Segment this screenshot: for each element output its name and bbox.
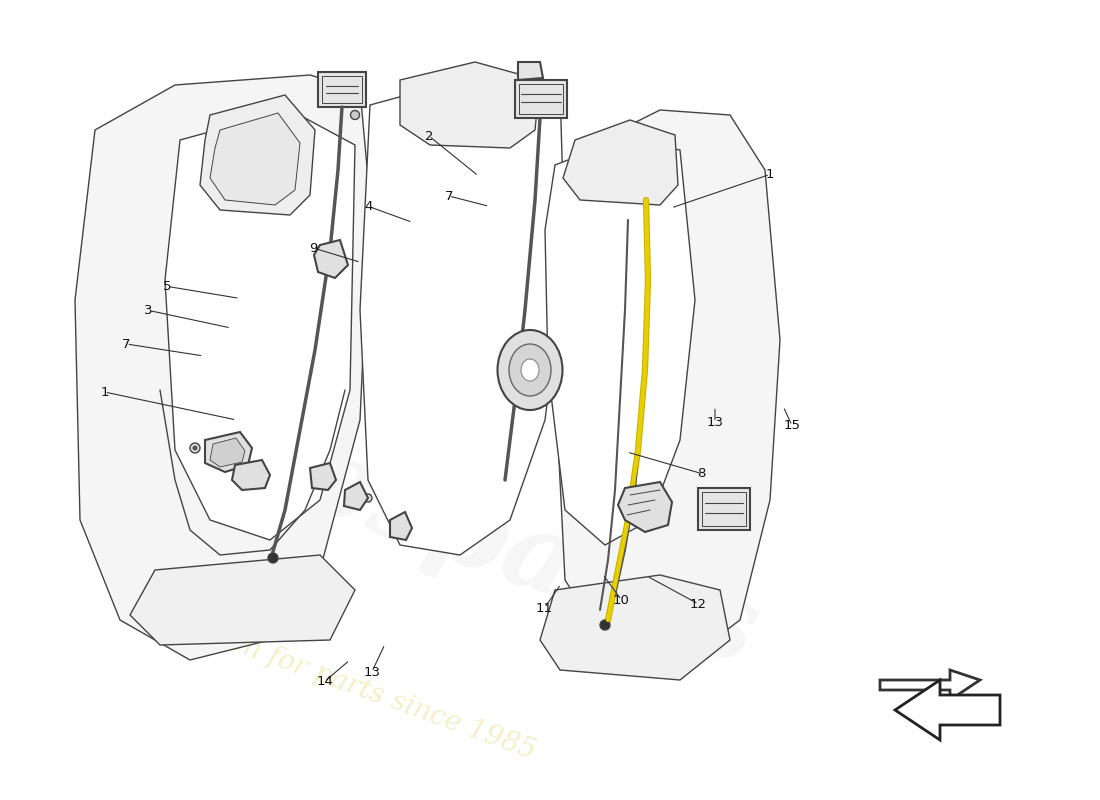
Polygon shape [895,680,1000,740]
Text: 7: 7 [122,338,131,350]
Text: a passion for parts since 1985: a passion for parts since 1985 [132,595,539,765]
Bar [702,492,746,526]
Polygon shape [618,482,672,532]
Text: 12: 12 [690,598,707,610]
Ellipse shape [497,330,562,410]
Polygon shape [310,463,336,490]
Text: 10: 10 [613,594,630,606]
Polygon shape [75,75,370,660]
Text: 1: 1 [766,168,774,181]
Bar [515,80,566,118]
Polygon shape [556,110,780,665]
Polygon shape [390,512,412,540]
Text: 15: 15 [783,419,801,432]
Circle shape [351,110,360,119]
Polygon shape [360,75,565,555]
Polygon shape [200,95,315,215]
Polygon shape [518,62,543,80]
Bar [318,72,366,107]
Text: 2: 2 [425,130,433,142]
Text: 3: 3 [144,304,153,317]
Polygon shape [400,62,540,148]
Text: 13: 13 [706,416,724,429]
Circle shape [648,498,652,502]
Text: eurospares: eurospares [88,352,771,688]
Polygon shape [880,670,980,700]
Text: 7: 7 [444,190,453,202]
Polygon shape [210,438,245,467]
Circle shape [268,553,278,563]
Text: 11: 11 [536,602,553,614]
Ellipse shape [509,344,551,396]
Polygon shape [544,140,695,545]
Polygon shape [314,240,348,278]
Bar [698,488,750,530]
Circle shape [645,494,656,506]
Circle shape [600,620,610,630]
Polygon shape [165,110,355,540]
Polygon shape [210,113,300,205]
Polygon shape [563,120,678,205]
Ellipse shape [521,359,539,381]
Text: 9: 9 [309,242,318,254]
Polygon shape [540,575,730,680]
Text: 13: 13 [363,666,381,678]
Circle shape [364,494,372,502]
Polygon shape [344,482,369,510]
Bar [322,76,362,103]
Polygon shape [130,555,355,645]
Text: 1: 1 [100,386,109,398]
Polygon shape [232,460,270,490]
Text: 14: 14 [316,675,333,688]
Text: 8: 8 [697,467,706,480]
Text: 4: 4 [364,200,373,213]
Circle shape [190,443,200,453]
Polygon shape [205,432,252,472]
Text: 5: 5 [163,280,172,293]
Circle shape [192,446,198,450]
Bar [519,84,563,114]
